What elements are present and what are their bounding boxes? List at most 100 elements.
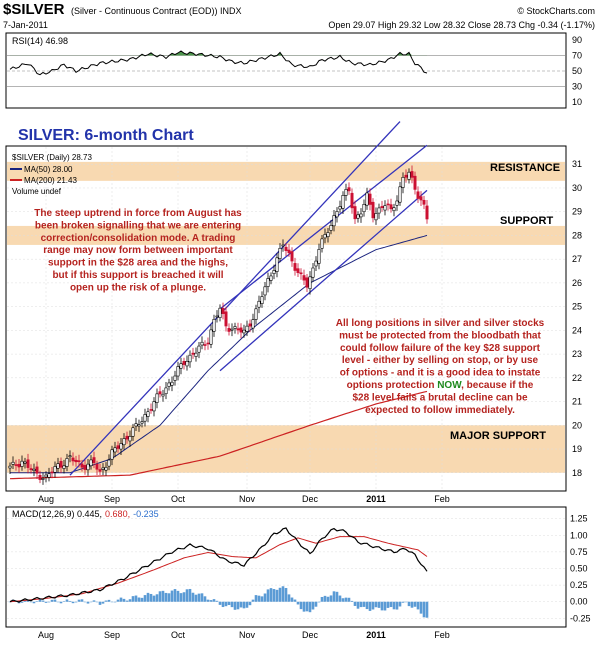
major-support-label: MAJOR SUPPORT xyxy=(450,430,546,442)
candle-body xyxy=(233,326,237,329)
candle-body xyxy=(404,174,408,178)
candle-body xyxy=(248,323,252,327)
candle-body xyxy=(41,478,45,480)
candle-body xyxy=(410,171,414,178)
rsi-tick-label: 70 xyxy=(572,50,582,60)
candle-body xyxy=(143,414,147,422)
protection-note-line: All long positions in silver and silver … xyxy=(336,318,545,329)
macd-hist-bar xyxy=(125,600,129,602)
candle-body xyxy=(260,296,264,304)
symbol-title: $SILVER xyxy=(3,1,65,18)
macd-hist-bar xyxy=(383,601,387,611)
candle-body xyxy=(350,192,354,209)
candle-body xyxy=(329,225,333,231)
month-label: Dec xyxy=(302,494,319,504)
macd-hist-bar xyxy=(140,597,144,602)
chart-title: SILVER: 6-month Chart xyxy=(18,127,194,144)
candle-body xyxy=(38,474,42,480)
macd-value: MACD(12,26,9) 0.445, xyxy=(12,509,102,519)
price-tick-label: 29 xyxy=(572,207,582,217)
quote-line: Open 29.07 High 29.32 Low 28.32 Close 28… xyxy=(328,20,595,30)
candle-body xyxy=(140,421,144,424)
candle-body xyxy=(182,360,186,365)
candle-body xyxy=(209,329,213,345)
macd-tick-label: 0.00 xyxy=(570,597,588,607)
candle-body xyxy=(185,361,189,367)
macd-hist-bar xyxy=(68,600,72,602)
macd-hist-bar xyxy=(26,599,30,602)
macd-hist-bar xyxy=(119,597,123,602)
macd-hist-bar xyxy=(362,601,366,607)
candle-body xyxy=(413,175,417,190)
candle-body xyxy=(152,401,156,412)
macd-hist-bar xyxy=(62,601,66,602)
macd-hist-bar xyxy=(176,590,180,602)
resistance-label: RESISTANCE xyxy=(490,162,560,174)
candle-body xyxy=(218,307,222,318)
price-tick-label: 21 xyxy=(572,397,582,407)
macd-hist-bar xyxy=(143,595,147,602)
candle-body xyxy=(26,459,30,468)
price-tick-label: 18 xyxy=(572,468,582,478)
month-label: Aug xyxy=(38,630,54,640)
channel-line-3 xyxy=(219,189,428,372)
macd-hist-bar xyxy=(305,601,309,612)
candle-body xyxy=(383,205,387,211)
legend-ma50: MA(50) 28.00 xyxy=(24,165,73,174)
price-tick-label: 30 xyxy=(572,183,582,193)
macd-hist-bar xyxy=(296,601,300,605)
candle-body xyxy=(203,344,207,346)
macd-hist-bar xyxy=(422,601,426,618)
protection-note-line: $28 level fails a brutal decline can be xyxy=(352,392,528,403)
zone-resistance xyxy=(7,161,565,181)
candle-body xyxy=(191,352,195,355)
rsi-line xyxy=(9,50,428,76)
price-layer xyxy=(7,121,565,490)
macd-hist-bar xyxy=(29,601,33,603)
macd-hist-bar xyxy=(317,601,321,603)
macd-hist-bar xyxy=(407,601,411,607)
macd-hist-bar xyxy=(74,601,78,603)
macd-hist-bar xyxy=(89,601,93,603)
candle-body xyxy=(107,459,111,467)
macd-hist-bar xyxy=(308,601,312,613)
macd-hist-bar xyxy=(347,597,351,602)
macd-signal-value: 0.680, xyxy=(105,509,130,519)
channel-line-1 xyxy=(69,121,401,476)
price-tick-label: 20 xyxy=(572,420,582,430)
macd-hist-bar xyxy=(44,601,48,603)
macd-hist-bar xyxy=(194,594,198,602)
annotation-breakdown: The steep uptrend in force from August h… xyxy=(34,208,242,293)
macd-hist-bar xyxy=(335,591,339,602)
candle-body xyxy=(392,207,396,212)
macd-hist-bar xyxy=(251,599,255,602)
macd-hist-bar xyxy=(101,601,105,604)
macd-hist-bar xyxy=(263,593,267,602)
candle-body xyxy=(269,275,273,281)
macd-hist-bar xyxy=(242,601,246,609)
ma50-line xyxy=(10,234,428,474)
month-label: Nov xyxy=(239,630,256,640)
protection-note-line: options protection NOW, because if the xyxy=(347,380,534,391)
month-label: Sep xyxy=(104,494,120,504)
macd-hist-bar xyxy=(311,601,315,610)
breakdown-note-line: support in the $28 area and the highs, xyxy=(48,258,228,269)
macd-hist-bar xyxy=(23,600,27,602)
candle-body xyxy=(68,455,72,458)
macd-hist-bar xyxy=(20,601,24,603)
macd-hist-bar xyxy=(290,597,294,602)
candle-body xyxy=(116,445,120,449)
macd-hist-bar xyxy=(410,601,414,608)
macd-hist-bar xyxy=(221,601,225,608)
macd-hist-bar xyxy=(254,595,258,602)
protection-note-line: expected to follow immediately. xyxy=(365,405,515,416)
candle-body xyxy=(98,469,102,472)
macd-hist-bar xyxy=(59,601,63,604)
candle-body xyxy=(362,204,366,213)
candle-body xyxy=(368,193,372,205)
candle-body xyxy=(53,466,57,473)
macd-hist-bar xyxy=(41,600,45,602)
macd-hist-bar xyxy=(260,596,264,602)
breakdown-note-line: correction/consolidation mode. A trading xyxy=(41,233,236,244)
candle-body xyxy=(71,457,75,462)
